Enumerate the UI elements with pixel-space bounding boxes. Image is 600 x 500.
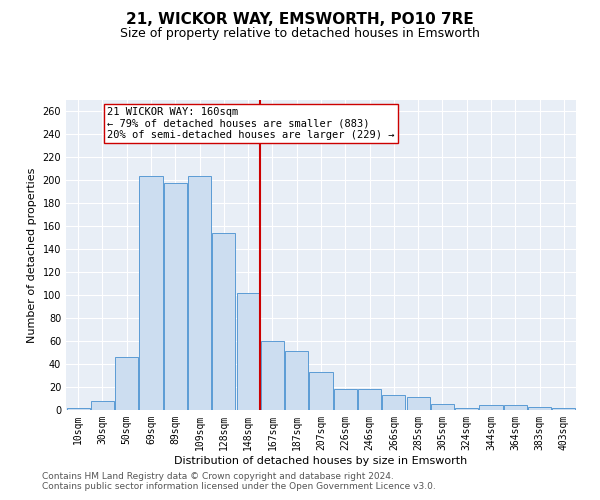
Bar bbox=[91, 401, 114, 410]
Bar bbox=[407, 398, 430, 410]
Bar bbox=[115, 357, 138, 410]
Bar bbox=[67, 408, 89, 410]
Bar bbox=[310, 372, 332, 410]
X-axis label: Distribution of detached houses by size in Emsworth: Distribution of detached houses by size … bbox=[175, 456, 467, 466]
Y-axis label: Number of detached properties: Number of detached properties bbox=[27, 168, 37, 342]
Bar bbox=[188, 176, 211, 410]
Text: 21, WICKOR WAY, EMSWORTH, PO10 7RE: 21, WICKOR WAY, EMSWORTH, PO10 7RE bbox=[126, 12, 474, 28]
Bar bbox=[212, 233, 235, 410]
Bar bbox=[553, 408, 575, 410]
Text: Size of property relative to detached houses in Emsworth: Size of property relative to detached ho… bbox=[120, 28, 480, 40]
Bar bbox=[285, 352, 308, 410]
Bar bbox=[431, 404, 454, 410]
Bar bbox=[358, 390, 381, 410]
Bar bbox=[382, 395, 406, 410]
Text: Contains public sector information licensed under the Open Government Licence v3: Contains public sector information licen… bbox=[42, 482, 436, 491]
Text: 21 WICKOR WAY: 160sqm
← 79% of detached houses are smaller (883)
20% of semi-det: 21 WICKOR WAY: 160sqm ← 79% of detached … bbox=[107, 107, 395, 140]
Text: Contains HM Land Registry data © Crown copyright and database right 2024.: Contains HM Land Registry data © Crown c… bbox=[42, 472, 394, 481]
Bar bbox=[164, 182, 187, 410]
Bar bbox=[504, 406, 527, 410]
Bar bbox=[236, 293, 260, 410]
Bar bbox=[479, 406, 503, 410]
Bar bbox=[261, 341, 284, 410]
Bar bbox=[334, 390, 357, 410]
Bar bbox=[528, 406, 551, 410]
Bar bbox=[455, 408, 478, 410]
Bar bbox=[139, 176, 163, 410]
